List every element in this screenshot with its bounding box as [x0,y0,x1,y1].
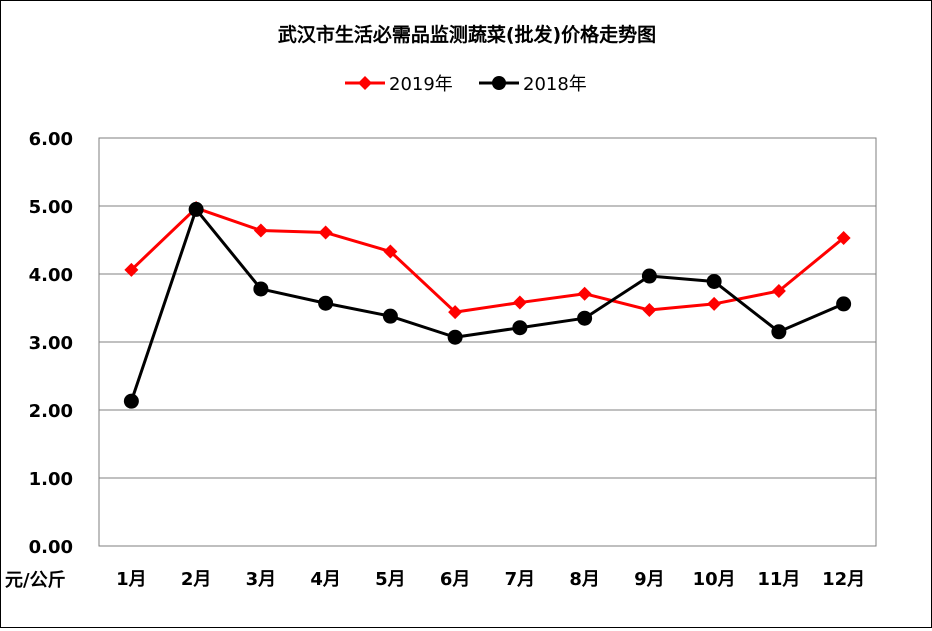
data-point [771,284,786,298]
data-point [124,262,139,277]
y-tick-label: 1.00 [29,469,73,490]
gridlines [99,205,876,479]
data-point [448,305,463,320]
data-point [188,201,204,217]
data-point [577,286,592,301]
x-tick-label: 7月 [505,569,536,590]
x-tick-label: 3月 [246,569,277,590]
data-point [641,268,657,284]
legend-marker-2019 [358,76,372,90]
series-layer [123,201,852,409]
x-tick-label: 1月 [116,569,147,590]
data-point [123,393,139,409]
data-point [642,303,657,318]
series-2018年 [123,201,852,409]
data-point [577,310,593,326]
data-point [318,225,333,240]
data-point [253,223,268,238]
data-point [707,296,722,311]
data-point [512,295,527,310]
x-tick-label: 8月 [569,569,600,590]
y-tick-label: 4.00 [29,265,73,286]
data-point [253,281,269,297]
data-point [447,329,463,345]
data-point [318,295,334,311]
legend-label-2018: 2018年 [523,74,587,95]
x-tick-label: 6月 [440,569,471,590]
x-tick-label: 9月 [634,569,665,590]
data-point [836,296,852,312]
x-tick-label: 11月 [757,569,800,590]
legend-marker-2018 [492,76,506,90]
data-point [771,324,787,340]
y-tick-label: 0.00 [29,537,73,558]
y-axis-ticks: 0.00 1.00 2.00 3.00 4.00 5.00 6.00 [29,129,73,558]
x-tick-label: 5月 [375,569,406,590]
y-tick-label: 6.00 [29,129,73,150]
legend-label-2019: 2019年 [389,74,453,95]
data-point [382,308,398,324]
x-tick-label: 12月 [822,569,865,590]
y-axis-unit-label: 元/公斤 [5,570,66,591]
data-point [512,320,528,336]
y-tick-label: 2.00 [29,401,73,422]
x-axis-ticks: 1月 2月 3月 4月 5月 6月 7月 8月 9月 10月 11月 12月 [116,569,865,590]
chart-title: 武汉市生活必需品监测蔬菜(批发)价格走势图 [278,23,656,46]
legend: 2019年 2018年 [345,74,587,95]
y-tick-label: 5.00 [29,197,73,218]
x-tick-label: 2月 [181,569,212,590]
data-point [836,230,851,245]
data-point [383,244,398,259]
data-point [706,273,722,289]
y-tick-label: 3.00 [29,333,73,354]
x-tick-label: 10月 [693,569,736,590]
series-line [129,207,845,402]
x-tick-label: 4月 [310,569,341,590]
series-line [130,206,845,314]
